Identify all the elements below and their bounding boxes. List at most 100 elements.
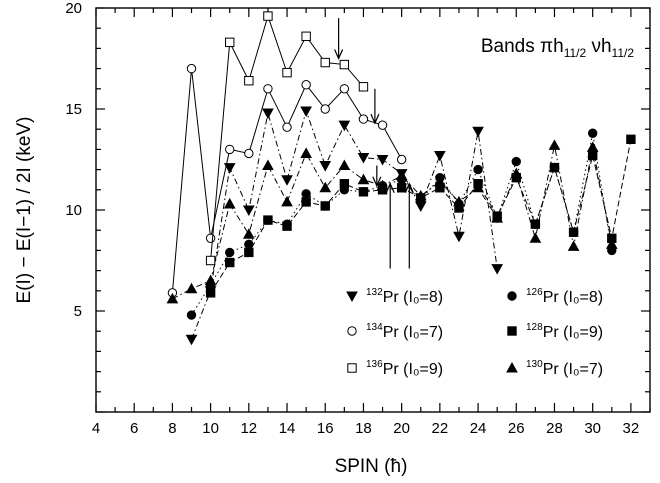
series-line bbox=[172, 145, 613, 300]
data-point bbox=[358, 82, 369, 92]
data-point bbox=[262, 108, 274, 120]
data-point bbox=[205, 255, 216, 266]
x-tick-label: 32 bbox=[623, 420, 640, 437]
data-point bbox=[223, 197, 236, 209]
x-tick-label: 30 bbox=[584, 420, 601, 437]
title-prefix: Bands bbox=[481, 36, 540, 57]
data-point bbox=[185, 334, 198, 346]
data-point bbox=[472, 181, 484, 193]
data-point bbox=[587, 150, 598, 161]
data-point bbox=[434, 150, 446, 162]
y-tick-label: 10 bbox=[65, 202, 82, 219]
data-point bbox=[396, 183, 407, 193]
data-point bbox=[357, 152, 370, 164]
data-point bbox=[225, 37, 235, 48]
data-point bbox=[225, 247, 235, 258]
title-part-2-sub: 11/2 bbox=[612, 46, 635, 60]
data-point bbox=[244, 247, 254, 258]
data-point bbox=[587, 128, 598, 138]
y-axis-label: E(I) − E(I−1) / 2I (keV) bbox=[14, 117, 35, 304]
data-point bbox=[549, 162, 560, 173]
data-point bbox=[320, 201, 330, 211]
y-tick-label: 15 bbox=[65, 101, 82, 118]
data-point bbox=[338, 159, 351, 171]
series-line bbox=[210, 139, 632, 294]
data-point bbox=[319, 161, 332, 172]
title-part-2: νh bbox=[586, 36, 611, 57]
data-point bbox=[568, 227, 579, 237]
data-point bbox=[281, 195, 293, 207]
data-point bbox=[263, 11, 273, 21]
legend-marker bbox=[507, 326, 517, 336]
x-tick-label: 18 bbox=[355, 420, 372, 437]
series-line bbox=[191, 109, 498, 340]
data-point bbox=[244, 76, 254, 86]
x-tick-label: 4 bbox=[92, 420, 100, 437]
data-point bbox=[358, 187, 369, 197]
y-tick-label: 20 bbox=[65, 0, 82, 17]
data-point bbox=[300, 106, 312, 118]
legend-label: 132Pr (I₀=8) bbox=[366, 287, 443, 306]
legend-label: 128Pr (I₀=9) bbox=[526, 322, 603, 341]
data-point bbox=[434, 175, 446, 187]
x-tick-label: 22 bbox=[432, 420, 449, 437]
legend-marker bbox=[506, 361, 518, 373]
y-tick-label: 5 bbox=[74, 303, 82, 320]
data-point bbox=[300, 147, 312, 158]
data-point bbox=[339, 84, 350, 94]
data-point bbox=[567, 240, 580, 251]
x-tick-label: 12 bbox=[240, 420, 257, 437]
data-point bbox=[301, 189, 311, 199]
data-point bbox=[263, 215, 273, 225]
data-point bbox=[319, 181, 332, 193]
data-point bbox=[491, 264, 504, 275]
data-point bbox=[548, 139, 561, 150]
data-point bbox=[376, 155, 389, 166]
data-point bbox=[511, 156, 521, 167]
series-pr128 bbox=[205, 134, 636, 298]
data-point bbox=[586, 141, 599, 152]
data-point bbox=[244, 148, 254, 159]
series-pr132 bbox=[185, 106, 504, 346]
data-point bbox=[530, 219, 541, 229]
data-point bbox=[242, 228, 255, 239]
data-point bbox=[205, 233, 216, 243]
legend-label: 130Pr (I₀=7) bbox=[526, 359, 603, 378]
x-tick-label: 6 bbox=[130, 420, 138, 437]
x-tick-label: 28 bbox=[546, 420, 563, 437]
data-point bbox=[320, 57, 330, 68]
x-axis-label: SPIN (ħ) bbox=[335, 456, 408, 477]
arrow-head bbox=[404, 182, 414, 193]
data-point bbox=[395, 169, 408, 181]
data-point bbox=[225, 144, 235, 155]
data-point bbox=[205, 288, 216, 298]
data-point bbox=[453, 195, 465, 207]
legend-marker bbox=[347, 326, 357, 336]
data-point bbox=[605, 238, 618, 249]
x-tick-label: 20 bbox=[393, 420, 410, 437]
series-pr130 bbox=[166, 139, 618, 304]
data-point bbox=[282, 122, 292, 132]
data-point bbox=[339, 179, 350, 189]
data-point bbox=[453, 231, 465, 243]
data-point bbox=[414, 189, 427, 201]
data-point bbox=[225, 257, 235, 268]
data-point bbox=[185, 282, 198, 294]
data-point bbox=[166, 292, 179, 304]
data-point bbox=[186, 63, 197, 74]
data-point bbox=[186, 310, 197, 320]
data-point bbox=[282, 67, 292, 78]
data-point bbox=[223, 163, 236, 174]
x-tick-label: 14 bbox=[279, 420, 296, 437]
chart-title: Bands πh11/2 νh11/2 bbox=[481, 36, 634, 60]
data-point bbox=[339, 59, 350, 70]
legend-marker bbox=[507, 291, 517, 301]
series-pr136 bbox=[205, 11, 369, 266]
legend-marker bbox=[347, 363, 357, 373]
data-point bbox=[377, 120, 388, 130]
title-part-1-sub: 11/2 bbox=[564, 46, 587, 60]
data-point bbox=[301, 197, 311, 207]
data-point bbox=[320, 104, 330, 114]
legend-label: 126Pr (I₀=8) bbox=[526, 287, 603, 306]
data-point bbox=[301, 31, 311, 41]
